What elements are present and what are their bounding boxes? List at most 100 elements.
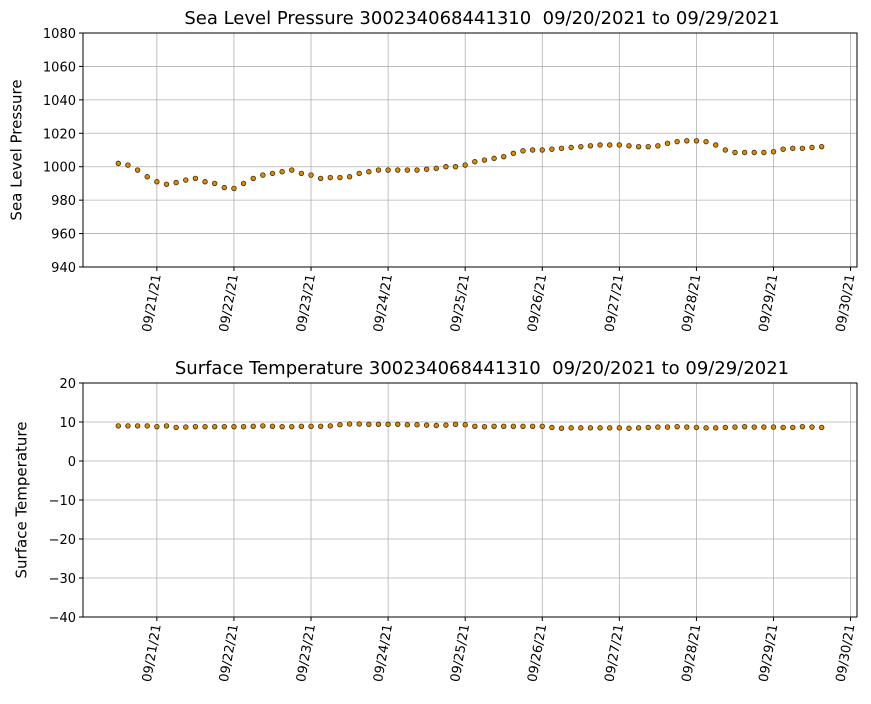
x-tick-label: 09/27/21 (602, 273, 627, 333)
data-point (144, 174, 150, 180)
data-point (269, 170, 276, 177)
data-point (597, 142, 603, 148)
data-point (558, 145, 565, 152)
data-point (578, 425, 584, 431)
data-point (462, 162, 468, 168)
data-point (250, 175, 256, 182)
data-point (549, 424, 555, 431)
data-point (298, 423, 305, 429)
data-point (443, 422, 449, 428)
data-point (192, 175, 199, 182)
data-point (173, 179, 179, 186)
y-tick-label: 10 (59, 416, 76, 431)
data-point (674, 138, 680, 145)
data-point (529, 423, 536, 429)
data-point (221, 423, 228, 430)
data-point (289, 423, 295, 430)
x-tick-label: 09/30/21 (834, 273, 859, 333)
data-point (818, 143, 825, 150)
data-point (510, 423, 517, 429)
data-point (231, 185, 237, 192)
x-tick-label: 09/28/21 (679, 623, 704, 683)
data-point (770, 148, 777, 155)
data-point (134, 423, 141, 429)
data-point (452, 164, 459, 170)
y-tick-label: 980 (51, 194, 76, 209)
plot-frame (82, 382, 858, 618)
data-point (761, 424, 767, 430)
data-point (240, 180, 247, 187)
data-point (751, 149, 757, 156)
data-point (211, 423, 218, 430)
x-tick-label: 09/21/21 (140, 273, 165, 333)
data-point (558, 425, 565, 431)
y-tick-label: 20 (59, 377, 76, 392)
data-point (761, 149, 767, 156)
data-point (674, 423, 680, 430)
y-tick-label: −40 (49, 611, 76, 626)
data-point (472, 158, 478, 165)
data-point (443, 164, 449, 170)
data-point (693, 424, 700, 431)
data-point (298, 170, 305, 177)
data-point (125, 162, 131, 168)
data-point (173, 424, 179, 431)
data-point (626, 425, 632, 431)
data-point (587, 425, 594, 431)
data-point (751, 424, 757, 430)
data-point (423, 166, 430, 172)
data-point (703, 138, 709, 145)
data-point (626, 143, 632, 149)
y-axis-label: Surface Temperature (13, 422, 31, 579)
data-point (722, 147, 729, 153)
data-point (327, 174, 333, 181)
data-point (616, 425, 623, 431)
data-point (693, 138, 700, 144)
y-tick-label: 0 (68, 455, 76, 470)
data-point (645, 424, 651, 431)
data-point (809, 424, 815, 430)
x-tick-label: 09/26/21 (525, 273, 550, 333)
data-point (395, 167, 401, 173)
data-point (404, 167, 411, 173)
x-tick-label: 09/24/21 (371, 273, 396, 333)
data-point (404, 422, 411, 428)
data-point (260, 172, 266, 178)
data-point (587, 143, 594, 149)
data-point (395, 421, 401, 428)
data-point (192, 423, 199, 430)
data-point (568, 425, 574, 431)
data-point (684, 424, 690, 430)
data-point (799, 423, 806, 430)
data-point (433, 165, 439, 172)
data-point (221, 184, 228, 191)
data-point (809, 144, 815, 151)
data-point (549, 146, 555, 152)
x-tick-label: 09/28/21 (679, 273, 704, 333)
y-tick-label: 1000 (43, 161, 76, 176)
data-point (664, 424, 671, 430)
data-point (115, 423, 122, 429)
data-point (183, 424, 189, 430)
data-point (741, 149, 748, 156)
data-point (703, 425, 709, 431)
data-point (250, 423, 256, 429)
data-point (337, 422, 343, 428)
data-point (260, 423, 266, 429)
y-tick-label: 1020 (43, 127, 76, 142)
data-point (125, 423, 131, 429)
chart-title: Surface Temperature 300234068441310 09/2… (175, 358, 789, 379)
data-point (655, 143, 661, 149)
data-point (366, 169, 372, 175)
data-point (414, 422, 420, 428)
data-point (356, 421, 362, 427)
data-point (481, 157, 488, 163)
data-point (163, 423, 170, 429)
data-point (501, 153, 507, 160)
data-point (501, 423, 507, 429)
data-point (356, 170, 362, 177)
x-tick-label: 09/26/21 (525, 623, 550, 683)
data-point (366, 421, 372, 428)
data-point (790, 145, 796, 152)
data-point (472, 423, 478, 429)
